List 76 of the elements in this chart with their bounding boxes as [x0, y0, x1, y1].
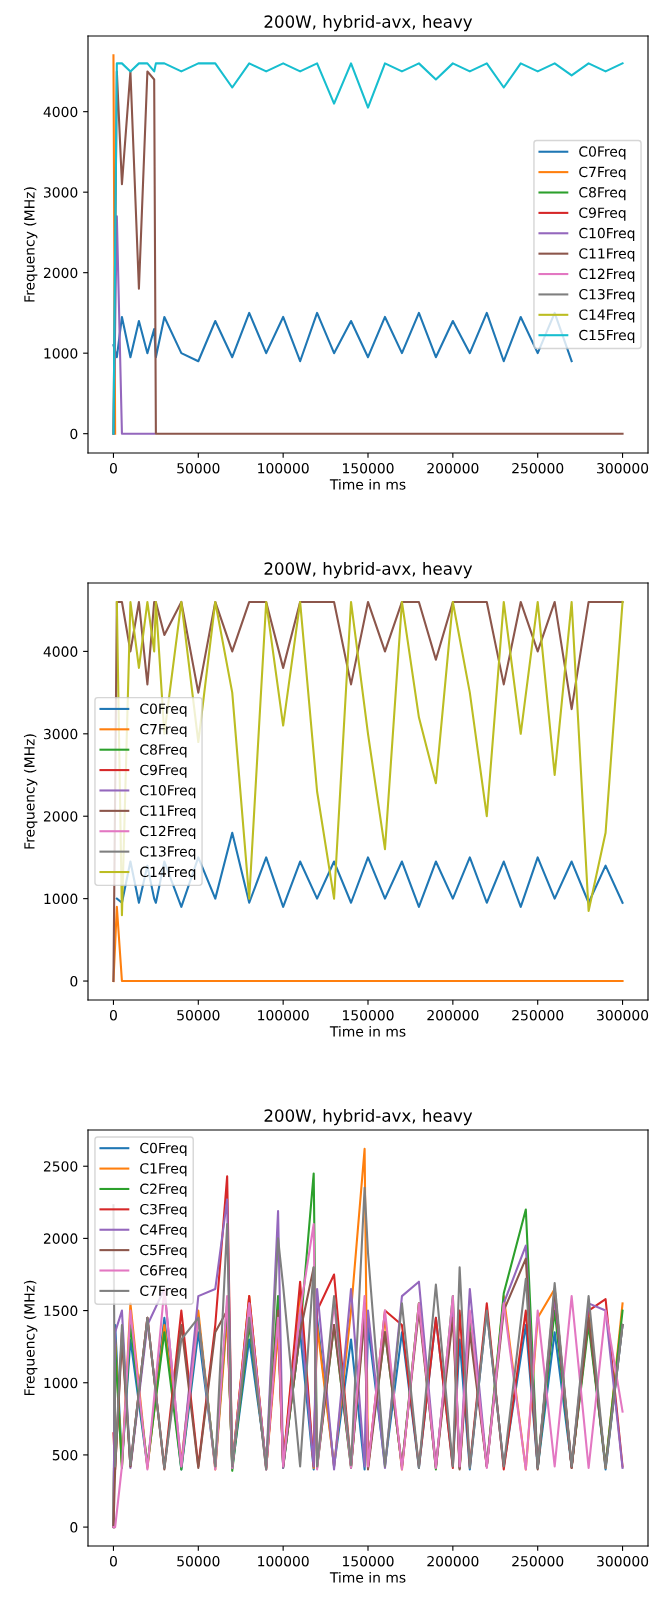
legend-label: C8Freq — [579, 187, 626, 201]
x-axis-title: Time in ms — [329, 478, 406, 490]
legend-label: C13Freq — [140, 846, 196, 860]
legend-label: C14Freq — [579, 309, 635, 323]
x-tick-label: 0 — [109, 1555, 117, 1567]
y-axis-title: Frequency (MHz) — [23, 1280, 38, 1395]
chart-title: 200W, hybrid-avx, heavy — [264, 15, 473, 32]
legend-label: C14Freq — [140, 866, 196, 880]
y-tick-label: 0 — [70, 1522, 78, 1533]
y-tick-label: 500 — [52, 1449, 78, 1461]
y-tick-label: 1000 — [44, 893, 78, 905]
x-tick-label: 200000 — [427, 462, 479, 474]
legend-label: C13Freq — [579, 288, 635, 303]
legend-label: C7Freq — [140, 1285, 187, 1299]
x-axis-title: Time in ms — [329, 1571, 406, 1583]
x-tick-label: 50000 — [177, 462, 220, 474]
line-series — [115, 600, 624, 917]
y-tick-label: 2000 — [43, 267, 78, 279]
legend-label: C9Freq — [140, 764, 187, 778]
x-tick-label: 100000 — [258, 1009, 309, 1021]
legend-label: C10Freq — [140, 785, 196, 799]
x-tick-label: 300000 — [597, 1009, 649, 1021]
legend-label: C11Freq — [579, 248, 635, 262]
legend-label: C10Freq — [579, 227, 635, 242]
y-tick-label: 4000 — [43, 646, 78, 657]
line-series — [112, 311, 573, 363]
y-axis-title: Frequency (MHz) — [23, 187, 38, 302]
chart-title: 200W, hybrid-avx, heavy — [264, 562, 473, 579]
x-tick-label: 250000 — [512, 1009, 564, 1021]
legend-label: C1Freq — [140, 1163, 187, 1177]
chart-title: 200W, hybrid-avx, heavy — [264, 1109, 473, 1126]
y-tick-label: 0 — [70, 428, 78, 440]
x-axis-title: Time in ms — [329, 1025, 406, 1037]
legend-label: C12Freq — [140, 825, 196, 839]
x-tick-label: 300000 — [597, 1555, 649, 1567]
x-tick-label: 200000 — [427, 1555, 479, 1567]
legend-label: C15Freq — [579, 329, 635, 343]
x-tick-label: 200000 — [427, 1009, 479, 1021]
x-tick-label: 50000 — [177, 1009, 220, 1021]
x-tick-label: 100000 — [258, 1555, 309, 1567]
x-tick-label: 250000 — [512, 1555, 564, 1567]
x-tick-label: 50000 — [177, 1555, 220, 1567]
x-tick-label: 300000 — [597, 462, 649, 474]
y-tick-label: 4000 — [43, 106, 78, 118]
legend-label: C5Freq — [140, 1244, 187, 1258]
legend-label: C3Freq — [140, 1203, 187, 1218]
x-tick-label: 0 — [109, 1009, 117, 1021]
y-tick-label: 2500 — [43, 1161, 78, 1172]
legend-label: C11Freq — [140, 805, 196, 819]
y-tick-label: 0 — [70, 976, 78, 987]
x-tick-label: 150000 — [343, 462, 394, 474]
x-tick-label: 0 — [109, 462, 117, 474]
legend-label: C12Freq — [579, 268, 635, 282]
y-tick-label: 1000 — [44, 348, 78, 359]
legend-label: C7Freq — [140, 723, 187, 738]
y-tick-label: 3000 — [43, 187, 78, 198]
y-tick-label: 2000 — [43, 811, 78, 822]
legend-label: C0Freq — [579, 146, 626, 160]
x-tick-label: 150000 — [343, 1009, 394, 1021]
x-tick-label: 150000 — [343, 1555, 394, 1567]
y-tick-label: 2000 — [43, 1233, 78, 1244]
legend-label: C6Freq — [140, 1265, 187, 1279]
x-tick-label: 250000 — [512, 462, 564, 474]
legend-label: C8Freq — [140, 744, 187, 758]
legend-label: C9Freq — [579, 207, 626, 221]
legend-label: C0Freq — [140, 703, 187, 717]
legend-label: C2Freq — [140, 1183, 187, 1197]
legend-label: C4Freq — [140, 1224, 187, 1238]
y-axis-title: Frequency (MHz) — [23, 734, 38, 849]
legend-label: C7Freq — [579, 166, 626, 180]
y-tick-label: 1500 — [44, 1305, 78, 1317]
line-series — [112, 600, 624, 983]
y-tick-label: 1000 — [44, 1377, 78, 1389]
legend-label: C0Freq — [140, 1142, 187, 1156]
x-tick-label: 100000 — [258, 462, 309, 474]
y-tick-label: 3000 — [43, 728, 78, 740]
